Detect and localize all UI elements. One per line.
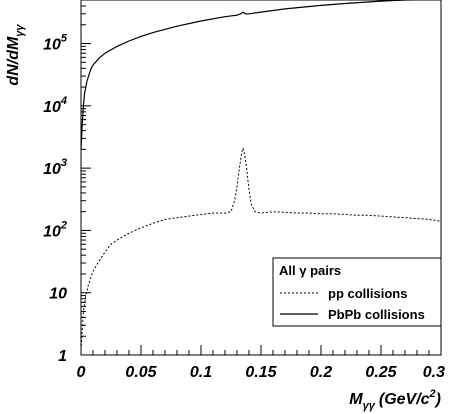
legend-header: All γ pairs (279, 263, 341, 278)
y-axis-label: dN/dMγγ (5, 24, 26, 86)
x-axis-label: Mγγ (GeV/c2) (349, 388, 441, 412)
y-tick-label: 102 (43, 219, 67, 240)
series-layer (80, 0, 442, 351)
y-tick-label: 103 (43, 157, 67, 178)
legend-entry-pp: pp collisions (328, 286, 407, 301)
legend: All γ pairs pp collisions PbPb collision… (272, 257, 442, 327)
y-tick-label: 10 (49, 286, 67, 303)
x-tick-label: 0.25 (365, 364, 397, 381)
x-tick-label: 0.3 (423, 364, 445, 381)
x-tick-layer: 0 0.05 0.1 0.15 0.2 0.25 0.3 (77, 345, 445, 381)
y-tick-label: 105 (43, 33, 68, 54)
y-tick-label: 104 (43, 95, 67, 116)
x-tick-label: 0.1 (190, 364, 212, 381)
legend-box (272, 257, 442, 327)
y-tick-label: 1 (58, 348, 67, 365)
x-tick-label: 0 (77, 364, 86, 381)
x-tick-label: 0.2 (310, 364, 332, 381)
y-tick-layer: 1 10 102 103 104 105 (43, 0, 91, 365)
x-tick-label: 0.05 (125, 364, 157, 381)
series-line-pbpb-collisions (80, 0, 442, 150)
x-tick-label: 0.15 (245, 364, 277, 381)
series-line-pp-collisions (80, 146, 442, 351)
legend-entry-pbpb: PbPb collisions (328, 307, 425, 322)
